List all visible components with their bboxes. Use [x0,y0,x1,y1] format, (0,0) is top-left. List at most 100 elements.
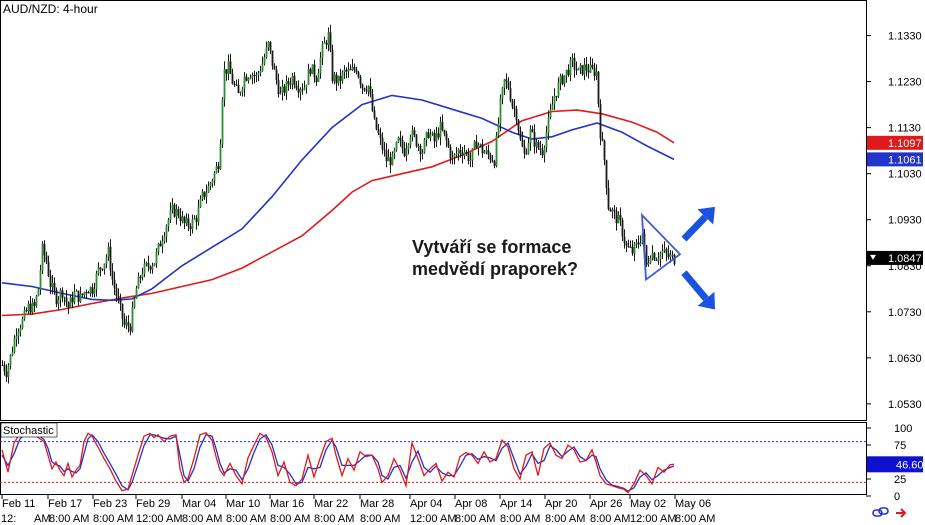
candle-body [219,144,222,170]
candle-body [313,64,316,78]
arrow-down-icon-shaft [681,270,709,302]
candle-body [203,191,206,197]
candle-body [23,310,26,319]
candle-body [367,86,370,92]
candle-body [321,43,324,58]
candle-body [1,364,4,366]
candle-body [255,74,258,76]
candle-body [109,246,112,271]
candle-body [137,276,140,289]
candle-body [543,147,546,156]
candle-body [257,72,260,75]
candle-body [525,153,528,155]
candle-body [545,132,548,148]
candle-body [427,132,430,138]
link-icon[interactable] [872,507,889,517]
candle-body [611,209,614,212]
arrow-icon[interactable] [896,508,907,518]
candle-body [487,150,490,155]
candle-body [77,290,80,302]
time-label: AM [34,513,51,525]
candle-body [407,144,410,150]
time-axis: Feb 11 Feb 17 Feb 23 Feb 29 Mar 04 Mar 10 Mar … [1,494,715,525]
annotation-line-2: medvědí praporek? [412,259,578,279]
candle-body [59,290,62,300]
candle-body [493,161,496,166]
candle-body [91,287,94,294]
candle-body [241,88,244,93]
candle-body [435,133,438,142]
candle-body [171,204,174,211]
candle-body [411,130,414,138]
candle-body [201,191,204,199]
candle-body [329,32,332,51]
candle-body [625,242,628,246]
candle-body [441,122,444,130]
price-tick-label: 1.1030 [888,169,922,181]
candle-body [129,326,132,332]
date-label: Apr 14 [500,498,532,510]
candle-body [53,282,56,291]
candle-body [345,69,348,72]
time-label: 12:00 AM [136,513,182,525]
stochastic-label: Stochastic [3,425,54,437]
candle-body [147,263,150,267]
candle-body [225,69,228,74]
candle-body [651,253,654,259]
candle-body [233,84,236,86]
candle-body [167,219,170,227]
stochastic-axis: 100755025046.60 [866,423,924,503]
time-label: 8:00 AM [590,513,630,525]
candle-body [107,246,110,258]
stoch-tick-label: 25 [894,474,906,486]
candle-body [633,243,636,254]
date-label: Feb 29 [136,498,170,510]
candle-body [175,209,178,217]
candle-body [275,69,278,81]
candle-body [277,80,280,94]
candle-body [249,77,252,79]
date-label: Feb 23 [93,498,127,510]
candle-body [653,253,656,261]
candle-body [245,76,248,81]
price-tick-label: 1.0930 [888,215,922,227]
stoch-value-box [867,456,923,473]
candle-body [417,145,420,147]
candle-body [155,251,158,264]
candle-body [603,140,606,161]
candle-body [509,88,512,101]
candle-body [363,88,366,91]
candle-body [279,92,282,94]
candle-body [261,63,264,71]
price-tick-label: 1.0530 [888,399,922,411]
candle-body [511,100,514,107]
date-label: Mar 16 [270,498,304,510]
candle-body [589,64,592,73]
candle-body [343,69,346,73]
candle-body [413,130,416,135]
candle-body [211,180,214,184]
date-label: Apr 08 [455,498,487,510]
candle-body [657,259,660,261]
candle-body [365,90,368,92]
candle-body [95,273,98,289]
candle-body [99,267,102,270]
candle-body [439,122,442,138]
candle-body [299,89,302,93]
candle-body [393,150,396,154]
candle-body [163,236,166,242]
candle-body [563,75,566,85]
candle-body [669,254,672,257]
candle-body [327,32,330,45]
candle-body [631,246,634,254]
candle-body [465,151,468,153]
candle-body [29,303,32,313]
candle-body [73,291,76,303]
candle-body [87,292,90,294]
candle-body [383,149,386,151]
candle-body [573,57,576,70]
stoch-tick-label: 0 [894,491,900,503]
candle-body [615,211,618,224]
candle-body [103,263,106,270]
candle-body [133,298,136,308]
